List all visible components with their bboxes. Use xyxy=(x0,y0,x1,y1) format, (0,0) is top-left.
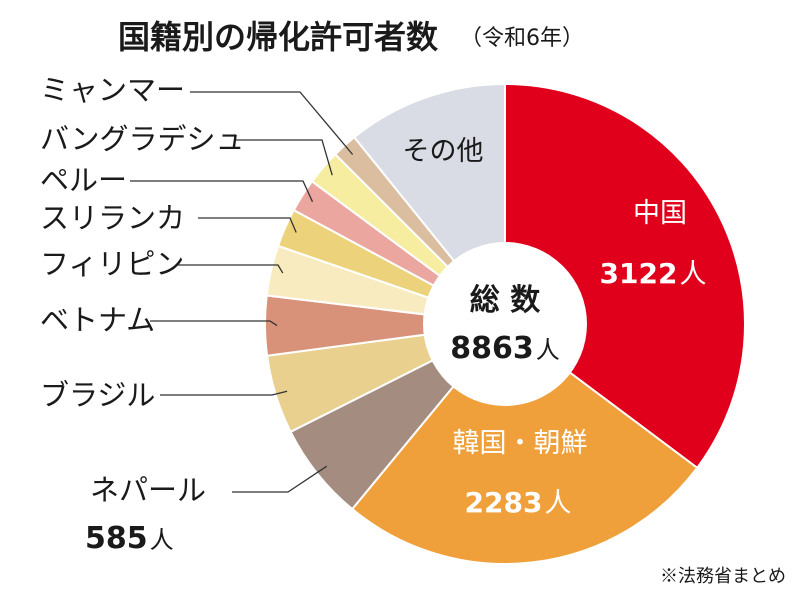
slice-label-name: スリランカ xyxy=(40,201,185,235)
slice-label-name: ペルー xyxy=(40,163,127,197)
slice-label-name: ブラジル xyxy=(40,378,155,412)
leader-line xyxy=(150,320,278,327)
slice-label-value: 3122人 xyxy=(600,257,707,290)
slice-value-unit: 人 xyxy=(150,526,174,554)
slice-value-unit: 人 xyxy=(679,259,706,290)
slice-label-name: 韓国・朝鮮 xyxy=(453,428,588,459)
slice-label-name: ベトナム xyxy=(40,303,155,337)
slice-label-value: 2283人 xyxy=(465,486,572,519)
slice-value-number: 3122 xyxy=(600,257,678,290)
pie-slice xyxy=(350,322,699,565)
slice-label-name: フィリピン xyxy=(40,247,184,281)
slice-value-number: 2283 xyxy=(465,486,543,519)
slice-value-unit: 人 xyxy=(544,488,571,519)
slice-label-other: その他 xyxy=(403,136,484,167)
leader-line xyxy=(130,180,314,203)
leader-lines xyxy=(130,91,354,493)
leader-line xyxy=(198,217,297,233)
center-hole xyxy=(423,242,587,406)
total-value: 8863 xyxy=(450,331,534,366)
slice-label-name: バングラデシュ xyxy=(40,122,244,156)
total-unit: 人 xyxy=(536,336,560,364)
leader-line xyxy=(232,465,328,493)
leader-line xyxy=(236,139,333,176)
slice-labels: 中国3122人韓国・朝鮮2283人その他ネパール585人ブラジルベトナムフィリピ… xyxy=(40,73,706,556)
source-note: ※法務省まとめ xyxy=(660,566,786,587)
pie-slice xyxy=(504,82,746,470)
total-value-line: 8863人 xyxy=(450,331,560,366)
leader-line xyxy=(160,390,288,396)
chart-title: 国籍別の帰化許可者数 xyxy=(118,18,439,56)
slice-label-value: 585人 xyxy=(85,521,174,556)
slice-value-number: 585 xyxy=(85,521,148,556)
slice-label-name: 中国 xyxy=(633,198,687,229)
chart-subtitle: （令和6年） xyxy=(460,26,584,51)
slice-label-name: ネパール xyxy=(90,473,206,507)
leader-line xyxy=(178,264,284,274)
slice-label-name: ミャンマー xyxy=(40,73,185,107)
leader-line xyxy=(190,91,354,155)
total-label: 総 数 xyxy=(470,283,541,318)
